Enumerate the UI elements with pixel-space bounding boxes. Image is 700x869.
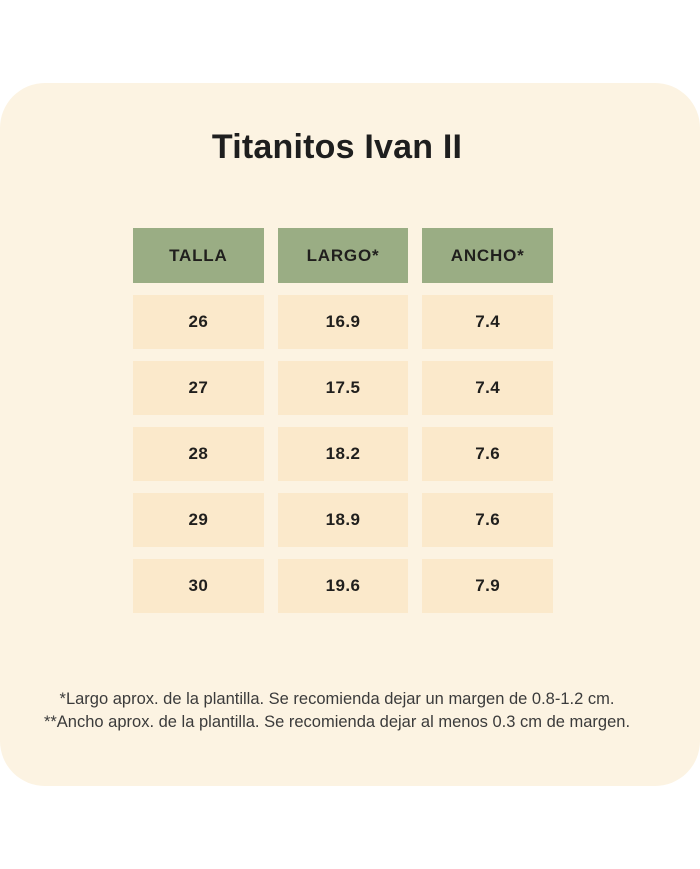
- column-header-talla: TALLA: [133, 228, 264, 283]
- table-row-size-26: 26 16.9 7.4: [133, 295, 553, 349]
- table-cell-largo: 16.9: [277, 295, 409, 349]
- column-header-largo: LARGO*: [277, 228, 409, 283]
- table-cell-largo: 18.9: [277, 493, 409, 547]
- table-row-size-27: 27 17.5 7.4: [133, 361, 553, 415]
- table-cell-largo: 19.6: [277, 559, 409, 613]
- page-title: Titanitos Ivan II: [211, 128, 463, 166]
- table-row-size-29: 29 18.9 7.6: [133, 493, 553, 547]
- footnote-ancho: **Ancho aprox. de la plantilla. Se recom…: [43, 713, 631, 731]
- table-cell-talla: 26: [133, 295, 264, 349]
- table-cell-talla: 29: [133, 493, 264, 547]
- footnotes: *Largo aprox. de la plantilla. Se recomi…: [0, 688, 674, 734]
- table-cell-ancho: 7.4: [422, 295, 553, 349]
- table-cell-ancho: 7.6: [422, 427, 553, 481]
- table-cell-ancho: 7.6: [422, 493, 553, 547]
- table-cell-largo: 17.5: [277, 361, 409, 415]
- table-cell-talla: 27: [133, 361, 264, 415]
- table-header-row: TALLA LARGO* ANCHO*: [133, 228, 553, 283]
- table-cell-talla: 28: [133, 427, 264, 481]
- table-row-size-28: 28 18.2 7.6: [133, 427, 553, 481]
- footnote-largo: *Largo aprox. de la plantilla. Se recomi…: [59, 690, 615, 708]
- table-cell-ancho: 7.9: [422, 559, 553, 613]
- table-cell-largo: 18.2: [277, 427, 409, 481]
- size-table: TALLA LARGO* ANCHO* 26 16.9 7.4 27 17.5 …: [133, 228, 553, 613]
- table-cell-ancho: 7.4: [422, 361, 553, 415]
- table-row-size-30: 30 19.6 7.9: [133, 559, 553, 613]
- column-header-ancho: ANCHO*: [422, 228, 553, 283]
- table-cell-talla: 30: [133, 559, 264, 613]
- size-chart-card: Titanitos Ivan II TALLA LARGO* ANCHO* 26…: [0, 83, 700, 786]
